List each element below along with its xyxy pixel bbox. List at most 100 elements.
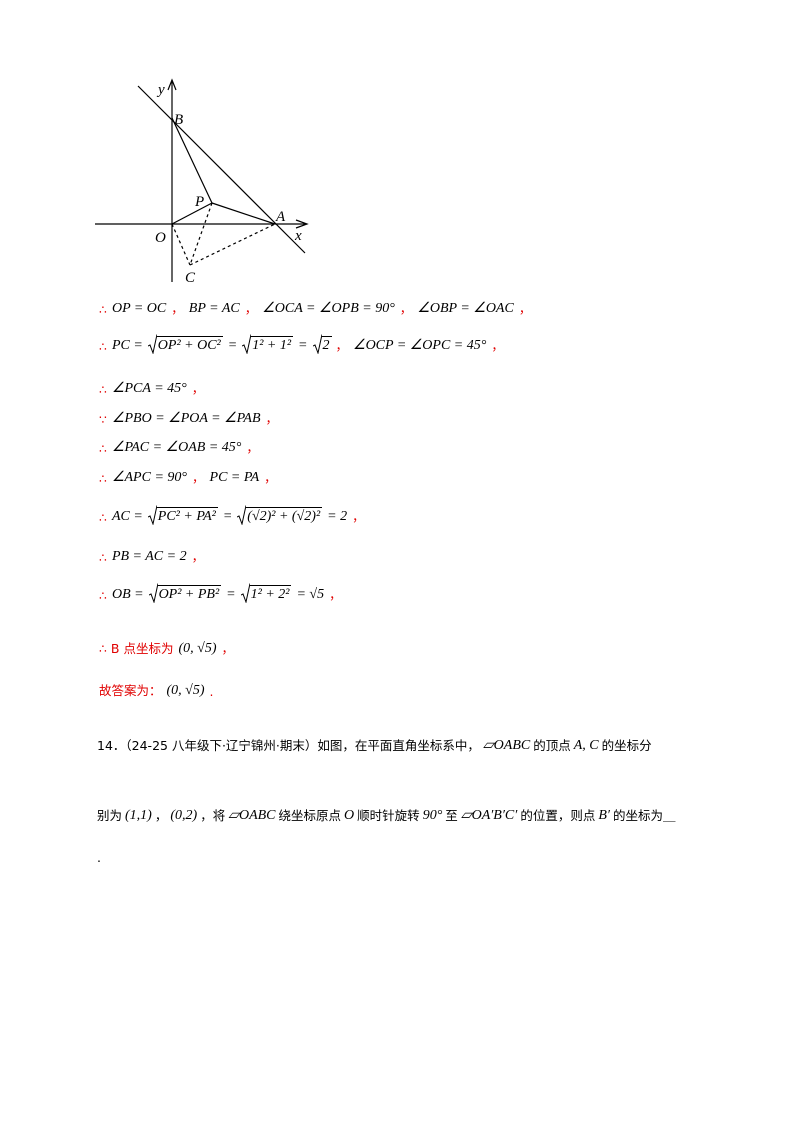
text-line: ∴ ∠PAC = ∠OAB = 45° ， [97, 437, 261, 456]
text-line: ∴ B 点坐标为 (0, √5) ， [97, 638, 236, 657]
text-line: 故答案为： (0, √5). [97, 680, 216, 699]
math: 90° [422, 808, 443, 823]
red-text: ， [221, 641, 235, 656]
math: (1,1) [125, 808, 152, 823]
red-text: ， [518, 301, 532, 316]
math: ∠PBO = ∠POA = ∠PAB [111, 411, 261, 426]
math: ∠APC = 90° [111, 470, 187, 485]
text: 顺时针旋转 [357, 808, 420, 823]
text-line: ∴ AC = PC² + PA² = (√2)² + (√2)² = 2 ， [97, 505, 367, 525]
red-text: ， [399, 301, 413, 316]
sqrt: 1² + 1² [242, 334, 294, 354]
radicand: 2 [321, 336, 332, 353]
text: ，将 [200, 808, 226, 823]
math: ▱OABC [228, 808, 276, 823]
math: A, C [573, 738, 599, 753]
red-text: ， [192, 470, 205, 485]
sqrt: (√2)² + (√2)² [237, 505, 323, 525]
red-text: ∴ [99, 339, 107, 354]
text: ， [154, 808, 168, 823]
text: 绕坐标原点 [278, 808, 342, 823]
text: 的顶点 [533, 738, 571, 753]
red-text: 故答案为： [99, 683, 162, 698]
radicand: PC² + PA² [156, 507, 218, 524]
red-text: ， [335, 338, 349, 353]
text: 14．（24-25 八年级下·辽宁锦州·期末）如图，在平面直角坐标系中， [97, 738, 480, 753]
text-line: ∴ ∠APC = 90° ， PC = PA ， [97, 467, 279, 486]
red-text: ∴ [99, 302, 107, 317]
math: = [227, 338, 238, 353]
label-y: y [156, 82, 165, 98]
math: = 2 [327, 509, 348, 524]
text: 别为 [97, 808, 123, 823]
math: = [226, 587, 236, 602]
math: ∠OCA = ∠OPB = 90° [262, 301, 395, 316]
math: ∠PAC = ∠OAB = 45° [111, 440, 242, 455]
red-text: ∴ [99, 510, 107, 525]
math: ▱OA′B′C′ [460, 808, 518, 823]
red-text: ， [352, 509, 365, 524]
text: . [97, 850, 101, 865]
math: = [222, 509, 233, 524]
sqrt: 1² + 2² [240, 583, 292, 603]
label-c: C [185, 270, 196, 286]
radicand: 1² + 2² [249, 585, 292, 602]
text: 的坐标为＿ [612, 808, 676, 823]
red-text: ∵ [99, 412, 107, 427]
radical [240, 583, 250, 603]
figure: y B P A O x C [95, 78, 309, 286]
math: PB = AC = 2 [111, 549, 187, 564]
math: OB = [111, 587, 144, 602]
radical [148, 583, 158, 603]
text-line: 14．（24-25 八年级下·辽宁锦州·期末）如图，在平面直角坐标系中， ▱OAB… [97, 735, 652, 754]
label-o: O [155, 230, 166, 246]
radical [242, 334, 252, 354]
text: 的坐标分 [601, 738, 652, 753]
math: PC = PA [209, 470, 260, 485]
red-text: ∴ [99, 382, 107, 397]
label-p: P [194, 194, 204, 210]
red-text: ∴ [99, 441, 107, 456]
sqrt: 2 [312, 334, 332, 354]
radicand: OP² + OC² [156, 336, 223, 353]
red-text: ， [329, 587, 342, 602]
math: (0, √5) [166, 683, 205, 698]
label-x: x [294, 228, 302, 244]
math: ▱OABC [482, 738, 531, 753]
label-a: A [275, 209, 286, 225]
red-text: ∴ [99, 471, 107, 486]
math: OP = OC [111, 301, 167, 316]
text-line: ∵ ∠PBO = ∠POA = ∠PAB ， [97, 408, 280, 427]
math: ∠OBP = ∠OAC [417, 301, 514, 316]
math: ∠OCP = ∠OPC = 45° [353, 338, 487, 353]
radical [312, 334, 322, 354]
radicand: (√2)² + (√2)² [246, 507, 323, 524]
math: O [344, 808, 355, 823]
text-line: ∴ OB = OP² + PB² = 1² + 2² = √5 ， [97, 583, 344, 603]
label-b: B [174, 112, 183, 128]
radical [147, 505, 157, 525]
math: B′ [598, 808, 610, 823]
text-line: ∴ PB = AC = 2 ， [97, 546, 206, 565]
red-text: ∴ [99, 588, 107, 603]
text-line: 别为 (1,1)， (0,2) ，将 ▱OABC 绕坐标原点 O 顺时针旋转 90° 至 ▱OA′B… [97, 805, 675, 824]
red-text: ， [491, 338, 504, 353]
math: (0,2) [170, 808, 198, 823]
red-text: ∴ [99, 550, 107, 565]
radical [237, 505, 247, 525]
sqrt: PC² + PA² [147, 505, 218, 525]
radicand: 1² + 1² [251, 336, 294, 353]
math: (0, √5) [178, 641, 217, 656]
math: AC = [111, 509, 143, 524]
math: = √5 [296, 587, 325, 602]
radical [147, 334, 157, 354]
red-text: ， [171, 301, 184, 316]
text-line: . [97, 850, 101, 865]
red-text: ， [191, 381, 205, 396]
red-text: ∴ B 点坐标为 [99, 641, 174, 656]
sqrt: OP² + PB² [148, 583, 222, 603]
red-text: ， [191, 549, 205, 564]
red-text: . [209, 684, 214, 699]
text-line: ∴ PC = OP² + OC² = 1² + 1² = 2， ∠OCP = ∠OPC = 4… [97, 334, 506, 354]
